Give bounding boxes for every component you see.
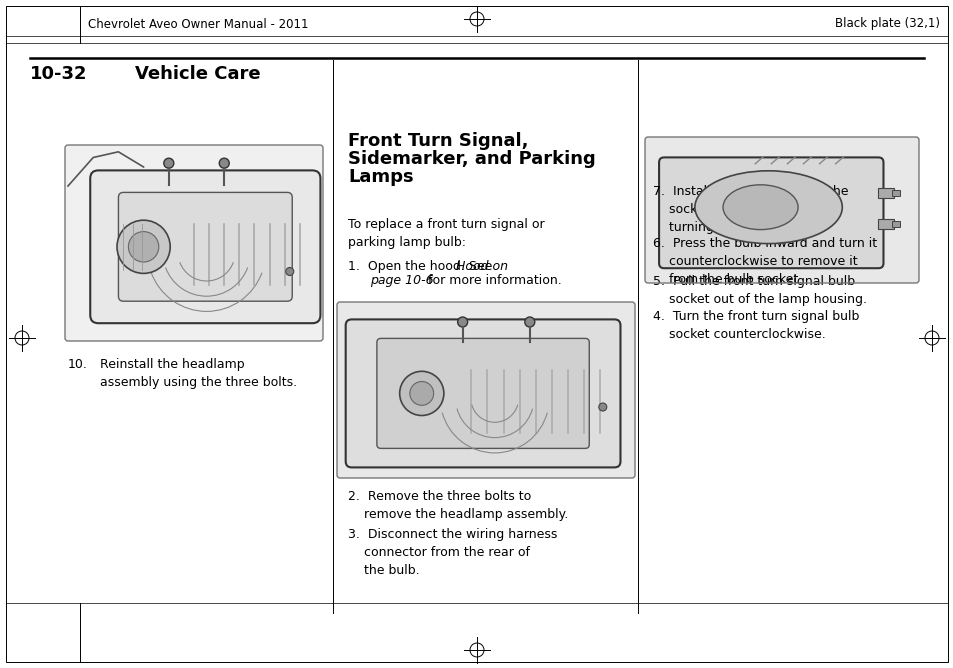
Text: Chevrolet Aveo Owner Manual - 2011: Chevrolet Aveo Owner Manual - 2011 <box>88 17 308 31</box>
Ellipse shape <box>694 171 841 244</box>
FancyBboxPatch shape <box>644 137 918 283</box>
Ellipse shape <box>722 185 798 230</box>
Text: Reinstall the headlamp
assembly using the three bolts.: Reinstall the headlamp assembly using th… <box>100 358 296 389</box>
Text: Black plate (32,1): Black plate (32,1) <box>834 17 939 31</box>
Circle shape <box>117 220 170 273</box>
FancyBboxPatch shape <box>91 170 320 323</box>
FancyBboxPatch shape <box>336 302 635 478</box>
Text: 10-32: 10-32 <box>30 65 88 83</box>
FancyBboxPatch shape <box>345 319 619 468</box>
Text: 10.: 10. <box>68 358 88 371</box>
Circle shape <box>598 403 606 411</box>
FancyBboxPatch shape <box>659 158 882 268</box>
Circle shape <box>410 381 434 405</box>
Text: 4.  Turn the front turn signal bulb
    socket counterclockwise.: 4. Turn the front turn signal bulb socke… <box>652 310 859 341</box>
Circle shape <box>524 317 535 327</box>
Circle shape <box>129 232 158 262</box>
Text: 7.  Install the new bulb into the
    socket by pressing it in and
    turning i: 7. Install the new bulb into the socket … <box>652 185 847 234</box>
FancyBboxPatch shape <box>376 339 589 448</box>
Circle shape <box>457 317 467 327</box>
Text: page 10-6: page 10-6 <box>370 274 434 287</box>
Bar <box>892 190 900 196</box>
FancyBboxPatch shape <box>336 302 635 478</box>
Text: Hood on: Hood on <box>456 260 507 273</box>
Circle shape <box>164 158 173 168</box>
Text: Sidemarker, and Parking: Sidemarker, and Parking <box>348 150 595 168</box>
Circle shape <box>286 267 294 275</box>
Text: 1.  Open the hood. See: 1. Open the hood. See <box>348 260 496 273</box>
Text: 6.  Press the bulb inward and turn it
    counterclockwise to remove it
    from: 6. Press the bulb inward and turn it cou… <box>652 237 876 286</box>
Text: Front Turn Signal,: Front Turn Signal, <box>348 132 528 150</box>
Circle shape <box>219 158 229 168</box>
Text: To replace a front turn signal or
parking lamp bulb:: To replace a front turn signal or parkin… <box>348 218 544 249</box>
Text: for more information.: for more information. <box>423 274 561 287</box>
FancyBboxPatch shape <box>644 137 918 283</box>
FancyBboxPatch shape <box>118 192 292 301</box>
Text: 3.  Disconnect the wiring harness
    connector from the rear of
    the bulb.: 3. Disconnect the wiring harness connect… <box>348 528 557 577</box>
Bar <box>892 221 900 227</box>
Bar <box>878 219 894 229</box>
Circle shape <box>399 371 443 415</box>
Text: Lamps: Lamps <box>348 168 414 186</box>
Text: 5.  Pull the front turn signal bulb
    socket out of the lamp housing.: 5. Pull the front turn signal bulb socke… <box>652 275 866 306</box>
Text: Vehicle Care: Vehicle Care <box>135 65 260 83</box>
Bar <box>878 188 894 198</box>
FancyBboxPatch shape <box>65 145 323 341</box>
Text: 2.  Remove the three bolts to
    remove the headlamp assembly.: 2. Remove the three bolts to remove the … <box>348 490 568 521</box>
